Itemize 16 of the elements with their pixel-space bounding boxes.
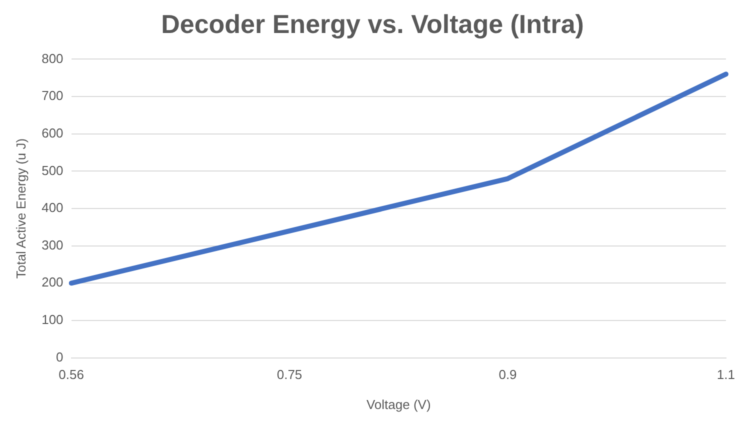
x-tick-label: 0.9 bbox=[498, 367, 517, 382]
y-tick-label: 500 bbox=[42, 162, 64, 178]
y-tick-label: 600 bbox=[42, 125, 64, 140]
y-tick-label: 100 bbox=[42, 312, 64, 328]
y-tick-label: 300 bbox=[42, 237, 64, 252]
y-tick-label: 0 bbox=[56, 349, 64, 364]
x-tick-label: 0.75 bbox=[276, 367, 302, 382]
y-axis-title: Total Active Energy (u J) bbox=[13, 138, 28, 279]
y-tick-label: 400 bbox=[42, 200, 64, 216]
x-tick-label: 0.56 bbox=[58, 367, 84, 382]
chart-title: Decoder Energy vs. Voltage (Intra) bbox=[161, 8, 584, 39]
x-tick-label: 1.1 bbox=[716, 367, 736, 382]
y-tick-label: 700 bbox=[42, 88, 64, 104]
y-tick-label: 800 bbox=[42, 50, 64, 66]
y-tick-label: 200 bbox=[42, 274, 64, 290]
x-axis-title: Voltage (V) bbox=[366, 396, 431, 412]
